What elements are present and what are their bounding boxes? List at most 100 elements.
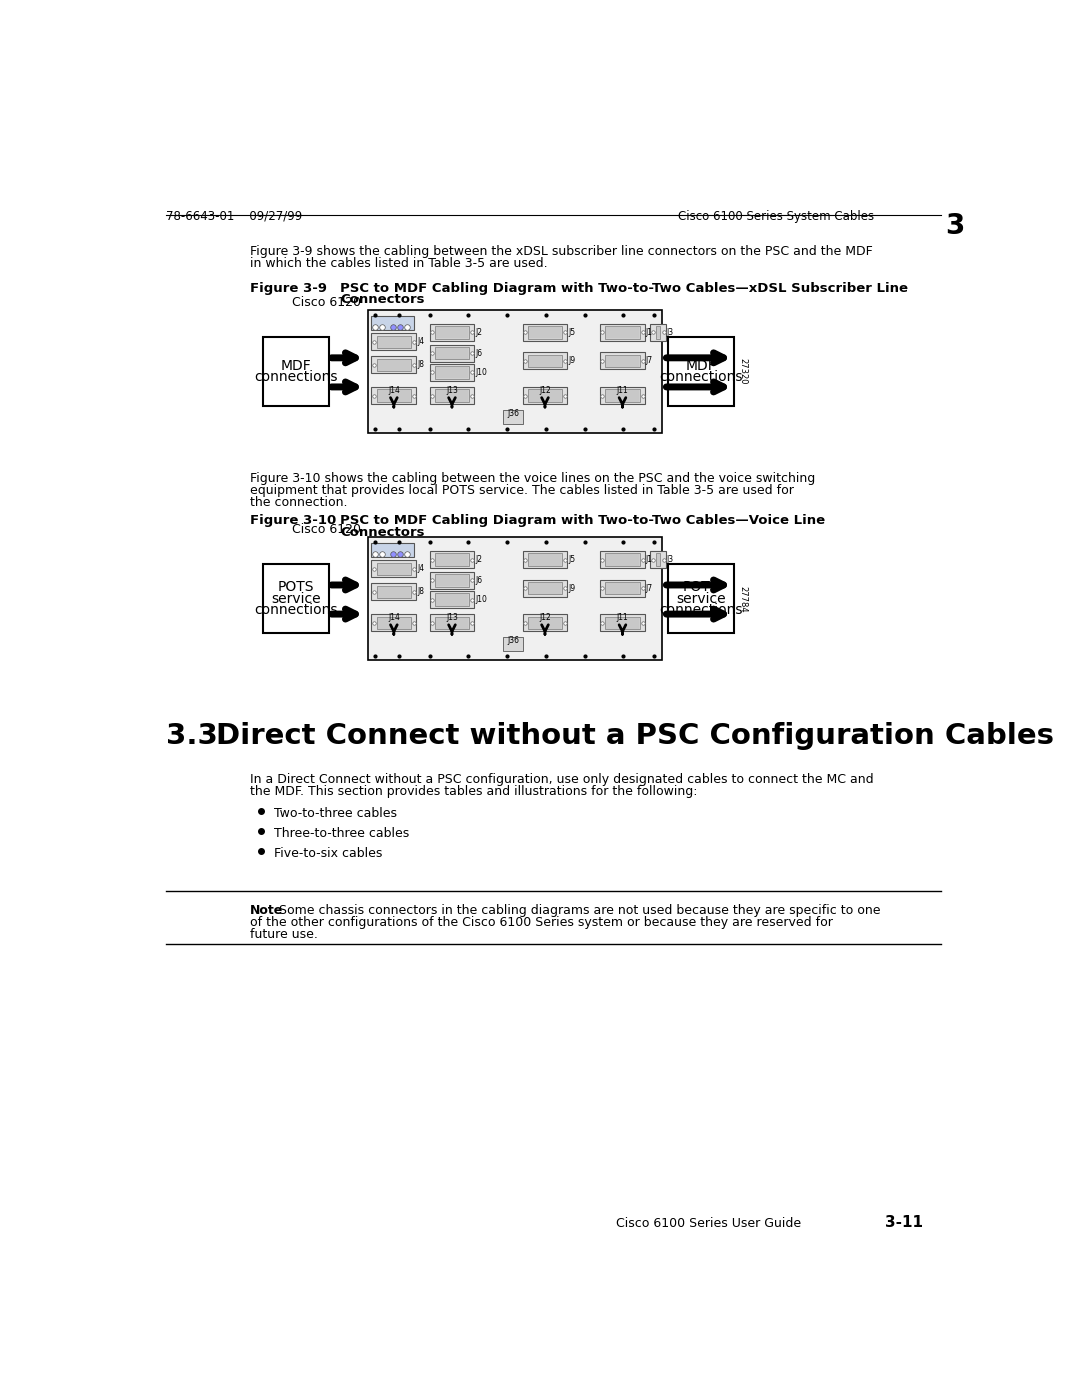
Text: Direct Connect without a PSC Configuration Cables: Direct Connect without a PSC Configurati… [216,722,1054,750]
FancyBboxPatch shape [372,560,416,577]
FancyBboxPatch shape [523,387,567,404]
FancyBboxPatch shape [523,324,567,341]
Text: J1: J1 [646,328,652,337]
FancyBboxPatch shape [523,550,567,569]
Text: service: service [271,592,321,606]
Text: Figure 3-10: Figure 3-10 [249,514,336,527]
Text: 3-11: 3-11 [886,1215,923,1229]
Bar [503,411,524,425]
Text: PSC to MDF Cabling Diagram with Two-to-Two Cables—xDSL Subscriber Line: PSC to MDF Cabling Diagram with Two-to-T… [340,282,908,295]
FancyBboxPatch shape [523,352,567,369]
Text: J11: J11 [617,613,629,623]
Text: J2: J2 [475,328,483,337]
FancyBboxPatch shape [650,324,666,341]
Text: J5: J5 [568,328,576,337]
FancyBboxPatch shape [600,550,645,569]
Bar [528,553,562,566]
Text: 78-6643-01    09/27/99: 78-6643-01 09/27/99 [166,210,302,224]
Text: J7: J7 [646,356,652,366]
Text: J8: J8 [417,587,424,597]
Bar [377,616,410,629]
Bar [528,583,562,594]
Bar [435,366,469,379]
Text: Cisco 6120: Cisco 6120 [293,296,362,309]
Text: 27784: 27784 [738,585,747,612]
Text: Figure 3-9 shows the cabling between the xDSL subscriber line connectors on the : Figure 3-9 shows the cabling between the… [249,244,873,257]
Bar [377,585,410,598]
Text: J36: J36 [508,636,519,645]
Bar [377,390,410,402]
Bar [372,543,414,557]
Text: J5: J5 [568,555,576,564]
FancyBboxPatch shape [650,550,666,569]
Bar [435,390,469,402]
FancyBboxPatch shape [372,356,416,373]
FancyBboxPatch shape [430,387,474,404]
Bar [262,337,328,407]
Text: in which the cables listed in Table 3-5 are used.: in which the cables listed in Table 3-5 … [249,257,548,270]
Text: J14: J14 [388,613,400,623]
Bar [503,637,524,651]
Text: J10: J10 [475,595,487,604]
Text: MDF: MDF [686,359,716,373]
Text: 3.3: 3.3 [166,722,218,750]
Text: future use.: future use. [249,929,318,942]
Text: J13: J13 [446,613,458,623]
Bar [606,553,639,566]
Text: Figure 3-9: Figure 3-9 [249,282,326,295]
Text: J6: J6 [475,576,483,585]
Bar [656,327,661,338]
Text: 27320: 27320 [738,359,747,386]
Bar [606,583,639,594]
Bar [606,390,639,402]
Bar [435,574,469,587]
Bar [656,553,661,566]
Bar [435,594,469,606]
Text: J12: J12 [539,387,551,395]
Text: equipment that provides local POTS service. The cables listed in Table 3-5 are u: equipment that provides local POTS servi… [249,485,794,497]
Text: MDF: MDF [281,359,311,373]
FancyBboxPatch shape [430,324,474,341]
Text: J14: J14 [388,387,400,395]
Text: Connectors: Connectors [340,525,424,539]
Text: J6: J6 [475,349,483,358]
Text: POTS: POTS [683,580,719,594]
Bar [435,346,469,359]
Text: POTS: POTS [278,580,314,594]
FancyBboxPatch shape [600,324,645,341]
Text: Some chassis connectors in the cabling diagrams are not used because they are sp: Some chassis connectors in the cabling d… [279,904,880,916]
Text: connections: connections [660,370,743,384]
Bar [372,316,414,330]
Bar [528,616,562,629]
Text: J9: J9 [568,584,576,592]
FancyBboxPatch shape [600,580,645,597]
Text: PSC to MDF Cabling Diagram with Two-to-Two Cables—Voice Line: PSC to MDF Cabling Diagram with Two-to-T… [340,514,825,527]
Bar [262,564,328,633]
Text: Cisco 6100 Series User Guide: Cisco 6100 Series User Guide [616,1217,800,1231]
FancyBboxPatch shape [430,571,474,588]
Bar [528,355,562,367]
Text: the MDF. This section provides tables and illustrations for the following:: the MDF. This section provides tables an… [249,785,698,798]
Bar [606,327,639,338]
Text: J2: J2 [475,555,483,564]
Text: Three-to-three cables: Three-to-three cables [274,827,409,840]
FancyBboxPatch shape [372,334,416,351]
Text: connections: connections [254,370,338,384]
Text: Connectors: Connectors [340,293,424,306]
Text: of the other configurations of the Cisco 6100 Series system or because they are : of the other configurations of the Cisco… [249,916,833,929]
Text: connections: connections [254,604,338,617]
Text: J12: J12 [539,613,551,623]
Text: Two-to-three cables: Two-to-three cables [274,806,397,820]
Bar [528,327,562,338]
FancyBboxPatch shape [430,365,474,381]
Bar [377,563,410,576]
Bar [528,390,562,402]
Text: J1: J1 [646,555,652,564]
Bar [377,335,410,348]
FancyBboxPatch shape [430,615,474,631]
Text: J3: J3 [666,555,674,564]
Text: the connection.: the connection. [249,496,347,510]
Bar [435,553,469,566]
FancyBboxPatch shape [600,387,645,404]
Bar [669,337,734,407]
